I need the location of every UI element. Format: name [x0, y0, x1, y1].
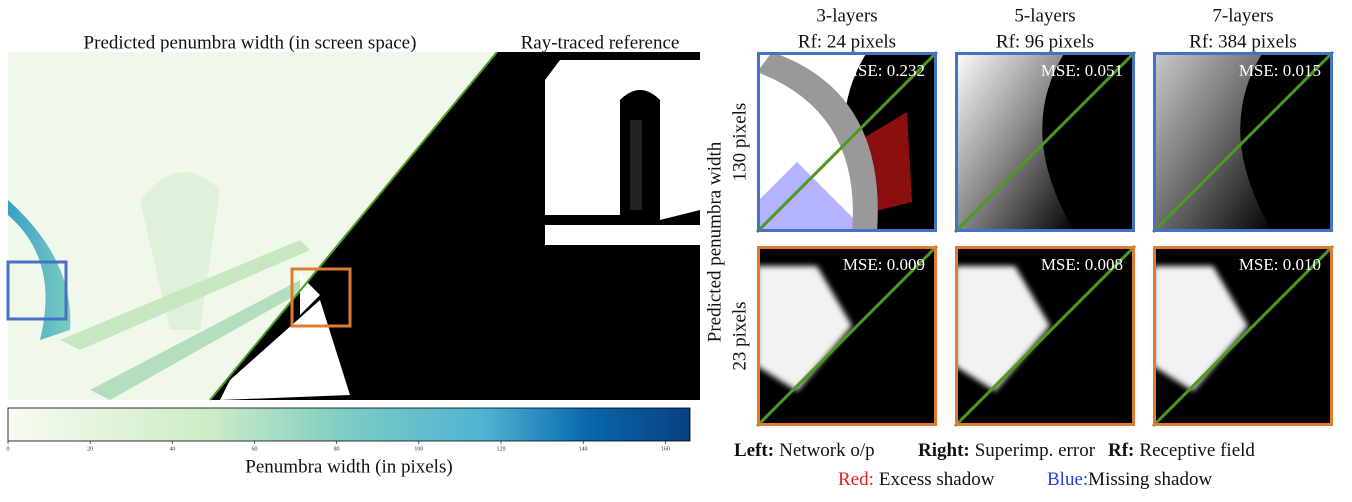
mse-label: MSE: 0.232 — [843, 61, 925, 80]
mse-label: MSE: 0.010 — [1239, 255, 1321, 274]
color-legend-key: Red: — [838, 469, 874, 490]
colorbar-tick-label: 80 — [334, 446, 340, 452]
figure: Predicted penumbra width (in screen spac… — [0, 0, 1352, 497]
row-label: 23 pixels — [729, 301, 750, 370]
colorbar-tick-label: 20 — [87, 446, 93, 452]
legend-text: Superimp. error — [975, 440, 1096, 461]
colorbar-tick-label: 100 — [414, 446, 423, 452]
scene-image — [8, 52, 700, 400]
color-legend-key: Blue: — [1047, 469, 1088, 490]
colorbar-tick-label: 140 — [579, 446, 588, 452]
panel: MSE: 0.009 — [757, 246, 937, 426]
mse-label: MSE: 0.008 — [1041, 255, 1123, 274]
left-title: Predicted penumbra width (in screen spac… — [84, 32, 417, 53]
color-legend-text: Excess shadow — [879, 469, 995, 490]
panel: MSE: 0.051 — [955, 52, 1135, 232]
mse-label: MSE: 0.009 — [843, 255, 925, 274]
column-title: 5-layers — [1014, 5, 1075, 26]
colorbar — [8, 408, 690, 441]
mse-label: MSE: 0.051 — [1041, 61, 1123, 80]
panel: MSE: 0.232 — [757, 52, 937, 232]
legend-text: Network o/p — [779, 440, 875, 461]
legend-key: Right: — [918, 440, 970, 461]
legend-text: Receptive field — [1139, 440, 1255, 461]
panel: MSE: 0.015 — [1153, 52, 1333, 232]
colorbar-tick-label: 160 — [661, 446, 670, 452]
color-legend-text: Missing shadow — [1088, 469, 1212, 490]
color-legend-entry: Red:Excess shadow — [838, 469, 995, 490]
column-title: 7-layers — [1212, 5, 1273, 26]
legend-entry: Rf:Receptive field — [1108, 440, 1255, 461]
colorbar-label: Penumbra width (in pixels) — [245, 456, 452, 477]
legend-key: Left: — [734, 440, 774, 461]
colorbar-tick-label: 40 — [169, 446, 175, 452]
mse-label: MSE: 0.015 — [1239, 61, 1321, 80]
panel: MSE: 0.010 — [1153, 246, 1333, 426]
legend-entry: Left:Network o/p — [734, 440, 875, 461]
column-rf: Rf: 384 pixels — [1189, 31, 1297, 52]
panel: MSE: 0.008 — [955, 246, 1135, 426]
column-rf: Rf: 24 pixels — [798, 31, 896, 52]
row-label: 130 pixels — [729, 103, 750, 182]
colorbar-tick-label: 60 — [252, 446, 258, 452]
reference-title: Ray-traced reference — [521, 32, 680, 53]
colorbar-tick-label: 0 — [7, 446, 10, 452]
column-title: 3-layers — [816, 5, 877, 26]
color-legend-entry: Blue:Missing shadow — [1047, 469, 1212, 490]
legend-entry: Right:Superimp. error — [918, 440, 1096, 461]
colorbar-tick-label: 120 — [497, 446, 506, 452]
row-axis-title: Predicted penumbra width — [704, 141, 725, 342]
legend-key: Rf: — [1108, 440, 1134, 461]
column-rf: Rf: 96 pixels — [996, 31, 1094, 52]
